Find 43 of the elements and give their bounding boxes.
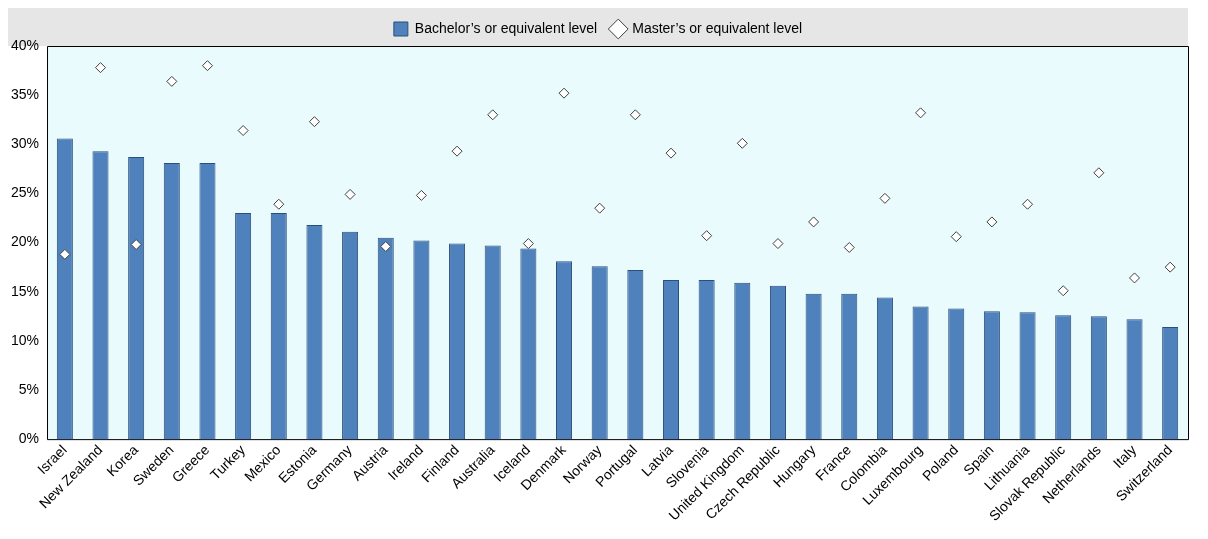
point	[130, 239, 142, 251]
point	[736, 137, 748, 149]
point	[415, 189, 427, 201]
point	[665, 147, 677, 159]
point	[843, 241, 855, 253]
point	[558, 87, 570, 99]
point	[273, 198, 285, 210]
y-tick-label: 10%	[10, 331, 40, 348]
point	[380, 241, 392, 252]
y-tick-label: 30%	[10, 135, 40, 152]
point	[95, 62, 106, 74]
legend-label: Bachelor’s or equivalent level	[414, 19, 598, 36]
point	[950, 231, 962, 243]
point	[629, 109, 641, 121]
point	[915, 107, 927, 119]
point	[1057, 285, 1069, 297]
y-tick-label: 40%	[10, 36, 40, 53]
point	[808, 216, 820, 228]
point	[237, 125, 249, 137]
point	[201, 60, 213, 72]
point	[59, 248, 71, 260]
y-tick-label: 0%	[18, 430, 40, 446]
point	[1129, 272, 1141, 284]
point	[451, 145, 463, 157]
point	[1164, 261, 1176, 273]
y-tick-label: 35%	[10, 86, 40, 102]
point	[772, 238, 784, 250]
point	[594, 202, 606, 214]
point	[1022, 198, 1034, 210]
y-tick-label: 5%	[18, 380, 40, 397]
point	[1093, 167, 1105, 179]
point	[701, 230, 713, 242]
point	[879, 192, 891, 204]
point	[344, 188, 356, 200]
point	[308, 116, 320, 128]
point	[166, 75, 178, 87]
y-tick-label: 15%	[10, 282, 40, 299]
y-tick-label: 25%	[10, 184, 40, 201]
point	[522, 238, 534, 250]
y-tick-label: 20%	[10, 233, 40, 250]
point	[487, 109, 499, 121]
point	[986, 216, 998, 228]
legend-label: Master’s or equivalent level	[632, 19, 803, 36]
